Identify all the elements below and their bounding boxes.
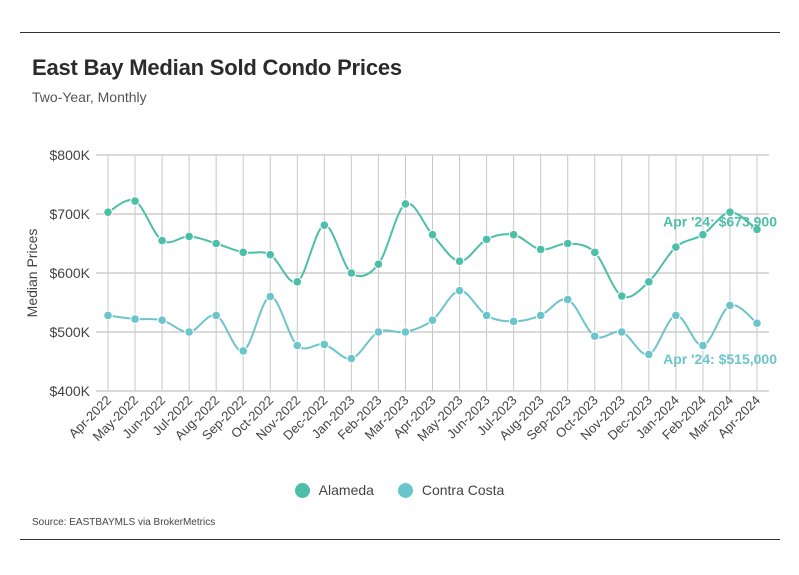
data-point-alameda (508, 229, 519, 240)
data-point-alameda (644, 277, 654, 287)
data-point-contra-costa (725, 300, 735, 311)
data-point-alameda (671, 242, 681, 252)
annotation-alameda: Apr '24: $673,900 (663, 213, 777, 229)
data-point-contra-costa (427, 315, 438, 326)
legend-item-contra-costa[interactable]: Contra Costa (397, 482, 505, 498)
data-point-alameda (292, 277, 303, 287)
legend: Alameda Contra Costa (0, 482, 799, 501)
data-point-contra-costa (454, 285, 465, 296)
data-point-contra-costa (400, 327, 411, 337)
legend-label-alameda: Alameda (318, 482, 374, 498)
data-point-contra-costa (103, 310, 113, 321)
data-point-alameda (157, 235, 167, 246)
data-point-alameda (373, 259, 384, 269)
annotation-contra-costa: Apr '24: $515,000 (663, 351, 777, 367)
data-point-alameda (400, 199, 411, 209)
data-point-alameda (535, 244, 546, 255)
data-point-alameda (562, 238, 573, 249)
data-point-contra-costa (184, 327, 194, 337)
chart-subtitle: Two-Year, Monthly (32, 89, 147, 105)
y-axis-label: Median Prices (24, 229, 40, 318)
bottom-rule (20, 539, 780, 540)
data-point-alameda (211, 238, 221, 249)
data-point-contra-costa (752, 318, 762, 328)
data-point-contra-costa (238, 346, 249, 356)
data-point-contra-costa (562, 294, 573, 305)
data-point-alameda (454, 256, 465, 267)
legend-swatch-contra-costa (397, 482, 413, 498)
data-point-alameda (238, 247, 249, 258)
data-point-contra-costa (644, 349, 654, 360)
data-point-contra-costa (211, 310, 221, 321)
top-rule (20, 32, 780, 33)
y-tick-label: $600K (50, 265, 91, 281)
data-point-alameda (103, 207, 113, 218)
data-point-contra-costa (319, 339, 330, 350)
y-tick-label: $400K (50, 383, 91, 399)
data-point-contra-costa (130, 314, 140, 324)
data-point-alameda (319, 220, 330, 231)
source-note: Source: EASTBAYMLS via BrokerMetrics (32, 517, 216, 528)
data-point-contra-costa (671, 310, 681, 321)
legend-swatch-alameda (294, 482, 310, 498)
data-point-alameda (265, 249, 276, 260)
legend-label-contra-costa: Contra Costa (421, 482, 505, 498)
data-point-alameda (752, 224, 762, 235)
data-point-alameda (725, 207, 735, 218)
data-point-alameda (130, 196, 140, 206)
data-point-alameda (427, 229, 438, 240)
data-point-alameda (481, 234, 492, 245)
data-point-contra-costa (481, 310, 492, 321)
data-point-contra-costa (698, 340, 708, 351)
data-point-contra-costa (265, 291, 276, 302)
data-point-alameda (184, 231, 194, 242)
data-point-alameda (698, 229, 708, 240)
y-tick-label: $500K (50, 324, 91, 340)
data-point-contra-costa (535, 310, 546, 321)
data-point-contra-costa (373, 327, 384, 337)
legend-item-alameda[interactable]: Alameda (294, 482, 374, 498)
data-point-alameda (589, 247, 600, 258)
data-point-contra-costa (346, 353, 357, 364)
y-tick-label: $800K (50, 147, 91, 163)
data-point-contra-costa (292, 340, 303, 351)
data-point-alameda (346, 268, 357, 278)
data-point-contra-costa (616, 327, 627, 337)
data-point-contra-costa (157, 315, 167, 326)
data-point-contra-costa (589, 331, 600, 341)
data-point-contra-costa (508, 316, 519, 327)
y-tick-label: $700K (50, 206, 91, 222)
data-point-alameda (616, 291, 627, 301)
chart-title: East Bay Median Sold Condo Prices (32, 55, 402, 80)
